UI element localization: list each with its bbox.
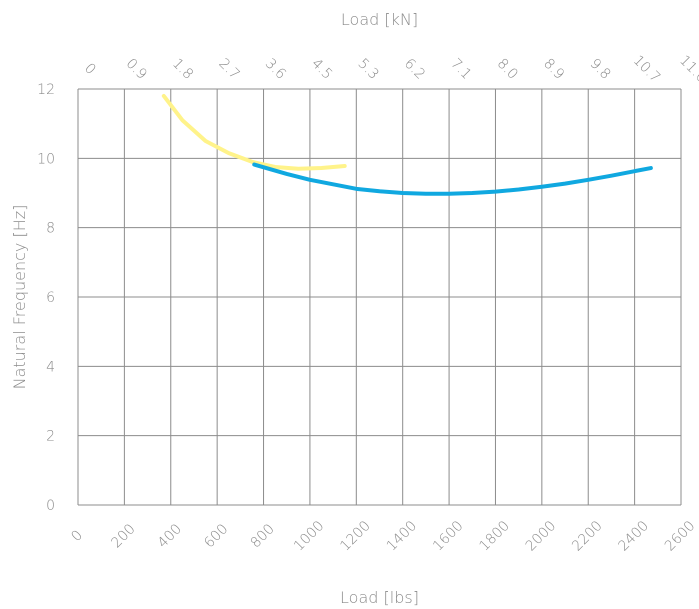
top-x-tick-label: 8.0 [494,56,521,83]
top-x-tick-label: 7.1 [447,56,474,83]
x-tick-label: 400 [155,521,185,551]
x-tick-label: 2400 [616,518,653,555]
x-tick-label: 2000 [523,518,560,555]
y-tick-label: 0 [46,498,55,514]
y-tick-label: 6 [46,290,55,306]
series-line-1 [161,93,347,171]
x-tick-label: 600 [201,521,231,551]
x-tick-label: 1400 [384,518,421,555]
y-axis-title: Natural Frequency [Hz] [10,205,29,390]
y-tick-label: 10 [37,151,55,167]
y-tick-label: 2 [46,429,55,445]
tick-layer: 0 200 400 600 800 1000 1200 1400 1600 1800 2000 220… [37,52,699,554]
top-x-tick-label: 6.2 [401,56,428,83]
x-tick-label: 200 [108,521,138,551]
series-line-2 [252,162,653,196]
x-tick-label: 0 [68,527,86,545]
x-tick-label: 800 [248,521,278,551]
grid-layer [77,88,682,506]
top-x-tick-label: 0.9 [123,56,150,83]
x-tick-label: 1800 [476,518,513,555]
top-x-tick-label: 8.9 [540,56,567,83]
top-x-tick-label: 4.5 [308,56,335,83]
top-x-tick-label: 3.6 [262,56,289,83]
top-x-tick-label: 11.6 [676,52,699,85]
y-tick-label: 8 [46,221,55,237]
x-tick-label: 1000 [291,518,328,555]
series-layer [161,93,653,196]
top-x-tick-label: 10.7 [630,52,663,85]
top-x-tick-label: 1.8 [169,56,196,83]
top-x-tick-label: 2.7 [215,56,242,83]
y-tick-label: 4 [46,359,55,375]
x-tick-label: 2200 [569,518,606,555]
x-axis-title: Load [lbs] [340,588,419,607]
x-tick-label: 1600 [430,518,467,555]
top-x-tick-label: 5.3 [355,56,382,83]
top-x-axis-title: Load [kN] [341,10,418,29]
y-tick-label: 12 [37,82,55,98]
x-tick-label: 2600 [662,518,699,555]
top-x-tick-label: 0 [81,60,99,78]
x-tick-label: 1200 [337,518,374,555]
top-x-tick-label: 9.8 [587,56,614,83]
